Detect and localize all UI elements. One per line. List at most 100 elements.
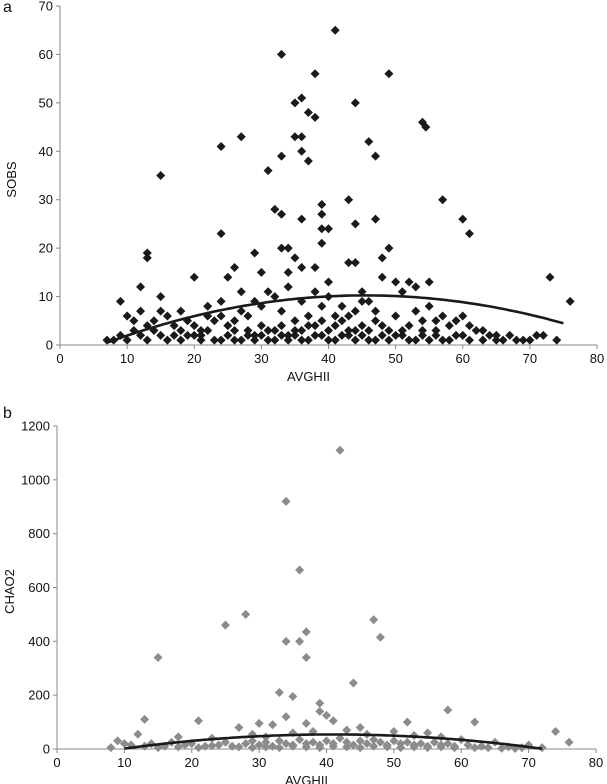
data-point bbox=[370, 306, 380, 316]
panel-label: b bbox=[3, 405, 12, 422]
data-point bbox=[281, 636, 291, 646]
data-point bbox=[384, 325, 394, 335]
data-point bbox=[424, 301, 434, 311]
data-point bbox=[176, 325, 186, 335]
data-point bbox=[133, 729, 143, 739]
data-point bbox=[364, 137, 374, 147]
data-point bbox=[301, 718, 311, 728]
y-tick-label: 10 bbox=[39, 289, 53, 304]
data-point bbox=[384, 243, 394, 253]
data-point bbox=[243, 311, 253, 321]
data-point bbox=[357, 321, 367, 331]
data-point bbox=[149, 316, 159, 326]
chart-panel-b: b 0 200 400 600 800 1000 1200 0 10 20 30 40 50 60 70 80 A… bbox=[2, 405, 603, 784]
data-point bbox=[565, 296, 575, 306]
data-point bbox=[176, 306, 186, 316]
data-point bbox=[411, 335, 421, 345]
data-point bbox=[277, 330, 287, 340]
data-point bbox=[283, 282, 293, 292]
data-point bbox=[364, 325, 374, 335]
data-point bbox=[227, 741, 237, 751]
data-point bbox=[236, 132, 246, 142]
data-point bbox=[310, 287, 320, 297]
x-tick-label: 50 bbox=[388, 351, 402, 366]
data-point bbox=[335, 445, 345, 455]
data-point bbox=[342, 742, 352, 752]
data-point bbox=[140, 714, 150, 724]
data-point bbox=[193, 716, 203, 726]
data-point bbox=[173, 742, 183, 752]
data-point bbox=[458, 330, 468, 340]
x-tick-label: 40 bbox=[319, 755, 333, 770]
data-point bbox=[310, 112, 320, 122]
trend-line bbox=[106, 294, 564, 344]
data-point bbox=[176, 335, 186, 345]
y-tick-label: 800 bbox=[28, 526, 50, 541]
data-point bbox=[261, 737, 271, 747]
data-point bbox=[303, 335, 313, 345]
data-point bbox=[223, 330, 233, 340]
data-point bbox=[389, 736, 399, 746]
data-point bbox=[317, 200, 327, 210]
data-point bbox=[377, 321, 387, 331]
data-point bbox=[189, 330, 199, 340]
data-point bbox=[261, 742, 271, 752]
data-point bbox=[303, 156, 313, 166]
data-point bbox=[436, 742, 446, 752]
data-point bbox=[458, 311, 468, 321]
data-point bbox=[391, 330, 401, 340]
data-point bbox=[290, 132, 300, 142]
data-point bbox=[119, 739, 129, 749]
x-tick-label: 80 bbox=[589, 755, 603, 770]
data-point bbox=[348, 678, 358, 688]
data-point bbox=[136, 282, 146, 292]
x-tick-label: 20 bbox=[187, 351, 201, 366]
data-point bbox=[183, 330, 193, 340]
data-point bbox=[518, 335, 528, 345]
data-point bbox=[193, 743, 203, 753]
data-point bbox=[424, 335, 434, 345]
data-point bbox=[230, 263, 240, 273]
data-point bbox=[288, 741, 298, 751]
data-point bbox=[464, 229, 474, 239]
data-point bbox=[209, 335, 219, 345]
data-point bbox=[310, 321, 320, 331]
data-point bbox=[156, 292, 166, 302]
data-point bbox=[417, 330, 427, 340]
data-point bbox=[429, 737, 439, 747]
data-point bbox=[315, 706, 325, 716]
data-point bbox=[438, 335, 448, 345]
data-point bbox=[564, 737, 574, 747]
data-point bbox=[256, 267, 266, 277]
data-point bbox=[324, 277, 333, 287]
data-point bbox=[281, 739, 291, 749]
data-point bbox=[491, 330, 501, 340]
data-point bbox=[404, 321, 414, 331]
data-point bbox=[344, 311, 354, 321]
data-point bbox=[274, 687, 284, 697]
data-point bbox=[263, 287, 273, 297]
data-point bbox=[156, 330, 166, 340]
x-tick-label: 10 bbox=[117, 755, 131, 770]
x-axis-title: AVGHII bbox=[285, 773, 328, 784]
data-point bbox=[102, 335, 112, 345]
data-point bbox=[196, 325, 206, 335]
data-point bbox=[173, 732, 183, 742]
data-point bbox=[281, 712, 291, 722]
y-axis-title: CHAO2 bbox=[2, 569, 17, 614]
data-point bbox=[431, 325, 441, 335]
data-point bbox=[416, 739, 426, 749]
data-point bbox=[431, 330, 441, 340]
data-point bbox=[250, 330, 260, 340]
data-point bbox=[411, 282, 421, 292]
data-point bbox=[402, 737, 412, 747]
y-tick-label: 1200 bbox=[21, 419, 50, 434]
data-point bbox=[153, 652, 163, 662]
data-point bbox=[328, 716, 338, 726]
data-point bbox=[241, 609, 251, 619]
data-point bbox=[377, 253, 387, 263]
data-point bbox=[328, 741, 338, 751]
data-point bbox=[122, 335, 132, 345]
data-point bbox=[247, 736, 257, 746]
data-point bbox=[335, 733, 345, 743]
